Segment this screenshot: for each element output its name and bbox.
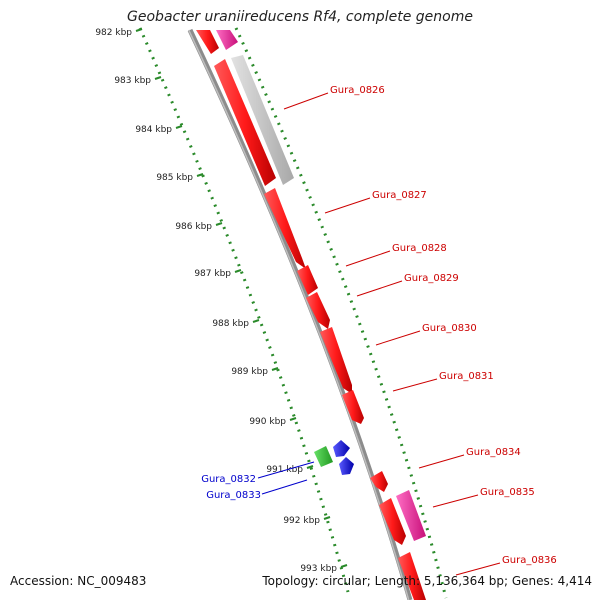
tick-mark [135,28,143,32]
gene-arrow-gura-0835-pink[interactable] [396,490,426,541]
tick-label: 987 kbp [194,269,231,279]
tick-label: 990 kbp [249,417,286,427]
tick-mark [271,367,279,371]
gene-label[interactable]: Gura_0830 [422,323,477,334]
gene-arrow-gura-0826[interactable] [214,59,276,186]
tick-mark [234,269,242,273]
gene-label[interactable]: Gura_0827 [372,190,427,201]
tick-label: 984 kbp [135,125,172,135]
gene-label[interactable]: Gura_0832 [201,474,256,485]
tick-mark [340,564,348,568]
gene-arrow-gura-0835-red[interactable] [379,498,406,545]
accession-text: Accession: NC_009483 [10,574,147,588]
gene-label[interactable]: Gura_0829 [404,273,459,284]
gene-label-layer: Gura_0826 Gura_0827 Gura_0828 Gura_0829 Gura… [201,85,557,576]
tick-label: 982 kbp [95,28,132,38]
tick-label: 992 kbp [283,516,320,526]
gene-arrow-gray[interactable] [231,55,294,185]
gene-label-leader [392,378,438,392]
tick-mark [175,125,183,129]
gene-label-leader [261,479,308,495]
gene-label[interactable]: Gura_0835 [480,487,535,498]
gene-label-leader [283,92,329,110]
gene-arrow-gura-0832[interactable] [314,446,333,467]
tick-mark [306,465,314,469]
tick-label: 983 kbp [114,76,151,86]
reverse-strand-genes [314,440,354,475]
tick-mark [252,319,260,323]
forward-strand-genes [196,30,426,600]
gene-arrow[interactable] [196,30,219,54]
page-title: Geobacter uraniireducens Rf4, complete g… [127,9,473,25]
gene-label-leader [345,250,391,267]
gene-arrow-gura-0833[interactable] [339,457,354,475]
gene-label[interactable]: Gura_0834 [466,447,521,458]
gene-label-leader [418,454,465,469]
tick-mark [289,417,297,421]
ruler-dotted-line [138,27,350,593]
gene-label-leader [356,280,403,297]
genome-summary-text: Topology: circular; Length: 5,136,364 bp… [262,574,592,588]
gene-label[interactable]: Gura_0828 [392,243,447,254]
tick-labels: 982 kbp 983 kbp 984 kbp 985 kbp 986 kbp 987 k… [95,28,348,574]
gene-label[interactable]: Gura_0836 [502,555,557,566]
tick-label: 985 kbp [156,173,193,183]
gene-label[interactable]: Gura_0831 [439,371,494,382]
gene-arrow-gura-0830[interactable] [320,327,352,394]
tick-label: 986 kbp [175,222,212,232]
tick-mark [154,76,162,80]
gene-label-leader [455,562,501,576]
gene-label[interactable]: Gura_0833 [206,490,261,501]
tick-label: 993 kbp [300,564,337,574]
tick-label: 988 kbp [212,319,249,329]
tick-label: 989 kbp [231,367,268,377]
gene-arrow-gura-0827[interactable] [264,188,306,269]
gene-arrow-gura-0829[interactable] [306,292,330,329]
gene-arrow-gura-0834[interactable] [370,471,388,492]
gene-label-leader [432,494,479,508]
backbone-highlight [188,29,410,600]
gene-label[interactable]: Gura_0826 [330,85,385,96]
gene-label-leader [375,330,421,346]
coordinate-ruler [138,27,448,599]
gene-arrow-pink[interactable] [216,30,238,50]
gene-label-leader [324,197,371,214]
gene-arrow-blue-1[interactable] [333,440,350,457]
gene-arrow-gura-0836[interactable] [398,552,426,600]
backbone-line [187,28,413,600]
gene-label-leader [257,461,315,479]
gene-arrow-gura-0831[interactable] [342,390,364,424]
genome-backbone [187,28,413,600]
tick-mark [215,222,223,226]
gene-arrow-gura-0828[interactable] [297,265,318,295]
tick-mark [323,516,331,520]
tick-mark [196,173,204,177]
